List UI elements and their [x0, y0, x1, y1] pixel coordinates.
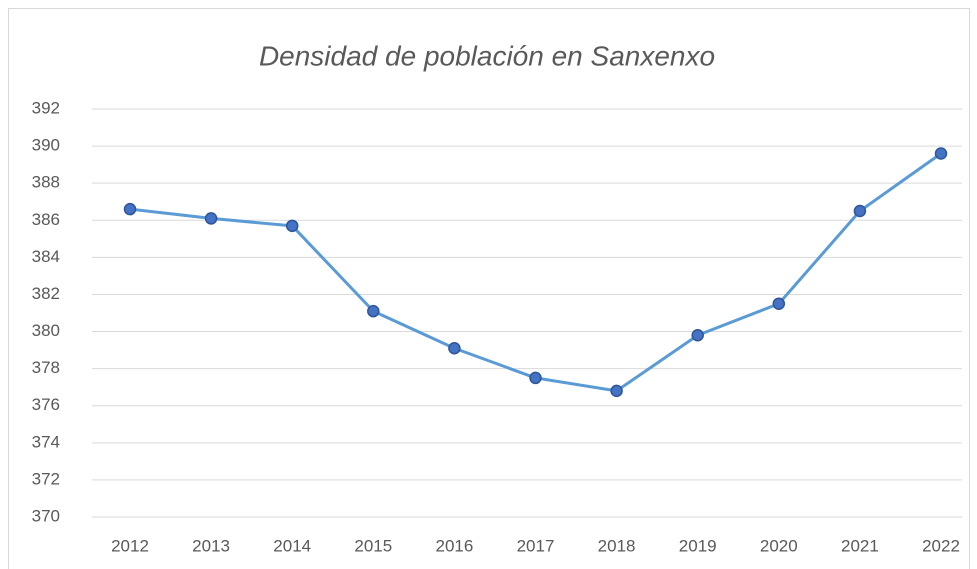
- y-tick-label: 380: [32, 321, 60, 340]
- y-tick-label: 378: [32, 358, 60, 377]
- chart-border: [8, 8, 970, 569]
- x-tick-label: 2020: [760, 536, 798, 555]
- data-point: [448, 341, 461, 355]
- x-tick-label: 2015: [354, 536, 392, 555]
- y-tick-label: 390: [32, 136, 60, 155]
- data-point: [853, 204, 867, 218]
- y-tick-label: 370: [32, 506, 60, 525]
- data-point: [691, 329, 704, 342]
- data-point: [285, 219, 299, 233]
- y-tick-label: 384: [32, 247, 60, 266]
- x-tick-label: 2022: [922, 536, 960, 555]
- y-tick-label: 376: [32, 395, 60, 414]
- data-point: [367, 304, 380, 318]
- y-tick-label: 386: [32, 210, 60, 229]
- data-point: [529, 371, 542, 385]
- x-tick-label: 2019: [679, 536, 717, 555]
- x-tick-label: 2012: [111, 536, 149, 555]
- x-tick-label: 2018: [598, 536, 636, 555]
- x-tick-label: 2013: [192, 536, 230, 555]
- data-point: [610, 384, 623, 398]
- y-tick-label: 372: [32, 469, 60, 488]
- y-tick-label: 388: [32, 173, 60, 192]
- y-tick-label: 374: [32, 432, 60, 451]
- data-line: [129, 152, 942, 393]
- y-tick-label: 382: [32, 284, 60, 303]
- data-point: [123, 202, 137, 216]
- data-point: [204, 212, 218, 225]
- data-point: [772, 297, 786, 310]
- data-point: [934, 147, 948, 160]
- x-tick-label: 2014: [273, 536, 311, 555]
- x-tick-label: 2016: [435, 536, 473, 555]
- x-tick-label: 2021: [841, 536, 879, 555]
- x-tick-label: 2017: [517, 536, 555, 555]
- y-tick-label: 392: [32, 98, 60, 117]
- chart-title: Densidad de población en Sanxenxo: [259, 40, 715, 71]
